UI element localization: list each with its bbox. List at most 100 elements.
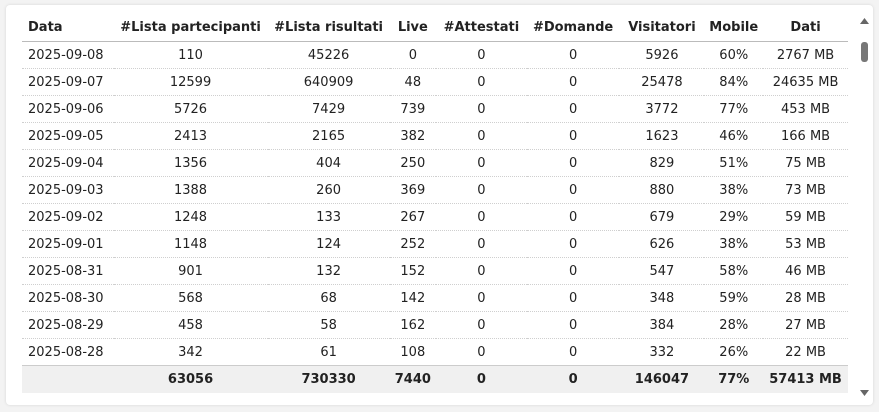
table-row[interactable]: 2025-08-28 342 61 108 0 0 332 26% 22 MB xyxy=(22,338,848,366)
table-row[interactable]: 2025-09-03 1388 260 369 0 0 880 38% 73 MB xyxy=(22,176,848,204)
cell-mobile: 26% xyxy=(704,338,764,366)
column-header-lista-risultati[interactable]: #Lista risultati xyxy=(267,13,390,42)
cell-attestati: 0 xyxy=(436,68,527,96)
cell-live: 108 xyxy=(389,338,437,366)
cell-attestati: 0 xyxy=(436,149,527,177)
table-row[interactable]: 2025-09-07 12599 640909 48 0 0 25478 84% 24635 M… xyxy=(22,68,848,96)
cell-live: 250 xyxy=(389,149,437,177)
cell-data: 2025-08-29 xyxy=(22,311,114,339)
table-row[interactable]: 2025-09-06 5726 7429 739 0 0 3772 77% 453 MB xyxy=(22,95,848,123)
cell-dati: 53 MB xyxy=(763,230,848,258)
cell-live: 142 xyxy=(389,284,437,312)
cell-dati: 24635 MB xyxy=(763,68,848,96)
cell-lista-partecipanti: 568 xyxy=(113,284,268,312)
cell-mobile: 84% xyxy=(704,68,764,96)
triangle-up-icon[interactable] xyxy=(860,17,869,25)
cell-lista-risultati: 7429 xyxy=(267,95,390,123)
header-row: Data #Lista partecipanti #Lista risultat… xyxy=(22,13,848,42)
cell-live: 0 xyxy=(389,41,437,69)
table-row[interactable]: 2025-09-01 1148 124 252 0 0 626 38% 53 MB xyxy=(22,230,848,258)
total-cell-domande: 0 xyxy=(526,365,620,393)
table-row[interactable]: 2025-08-31 901 132 152 0 0 547 58% 46 MB xyxy=(22,257,848,285)
cell-attestati: 0 xyxy=(436,203,527,231)
table-row[interactable]: 2025-09-05 2413 2165 382 0 0 1623 46% 166 MB xyxy=(22,122,848,150)
vertical-scrollbar[interactable] xyxy=(860,17,869,397)
cell-lista-partecipanti: 458 xyxy=(113,311,268,339)
cell-domande: 0 xyxy=(526,230,620,258)
cell-live: 739 xyxy=(389,95,437,123)
column-header-data[interactable]: Data xyxy=(22,13,114,42)
total-cell-live: 7440 xyxy=(389,365,437,393)
cell-visitatori: 348 xyxy=(619,284,705,312)
column-header-dati[interactable]: Dati xyxy=(763,13,848,42)
cell-live: 48 xyxy=(389,68,437,96)
total-cell-visitatori: 146047 xyxy=(619,365,705,393)
table-row[interactable]: 2025-08-30 568 68 142 0 0 348 59% 28 MB xyxy=(22,284,848,312)
column-header-lista-partecipanti[interactable]: #Lista partecipanti xyxy=(113,13,268,42)
column-header-live[interactable]: Live xyxy=(389,13,437,42)
stats-table: Data #Lista partecipanti #Lista risultat… xyxy=(22,13,848,393)
cell-visitatori: 25478 xyxy=(619,68,705,96)
cell-visitatori: 880 xyxy=(619,176,705,204)
cell-domande: 0 xyxy=(526,149,620,177)
cell-data: 2025-09-02 xyxy=(22,203,114,231)
column-header-domande[interactable]: #Domande xyxy=(526,13,620,42)
cell-data: 2025-08-28 xyxy=(22,338,114,366)
cell-lista-risultati: 404 xyxy=(267,149,390,177)
cell-dati: 22 MB xyxy=(763,338,848,366)
column-header-visitatori[interactable]: Visitatori xyxy=(619,13,705,42)
triangle-down-icon[interactable] xyxy=(860,389,869,397)
cell-dati: 27 MB xyxy=(763,311,848,339)
cell-mobile: 58% xyxy=(704,257,764,285)
cell-domande: 0 xyxy=(526,311,620,339)
cell-lista-risultati: 124 xyxy=(267,230,390,258)
table-row[interactable]: 2025-08-29 458 58 162 0 0 384 28% 27 MB xyxy=(22,311,848,339)
cell-dati: 453 MB xyxy=(763,95,848,123)
total-cell-dati: 57413 MB xyxy=(763,365,848,393)
cell-dati: 166 MB xyxy=(763,122,848,150)
cell-dati: 28 MB xyxy=(763,284,848,312)
cell-lista-risultati: 68 xyxy=(267,284,390,312)
cell-lista-partecipanti: 110 xyxy=(113,41,268,69)
cell-lista-risultati: 132 xyxy=(267,257,390,285)
column-header-mobile[interactable]: Mobile xyxy=(704,13,764,42)
cell-mobile: 38% xyxy=(704,230,764,258)
cell-domande: 0 xyxy=(526,203,620,231)
cell-lista-partecipanti: 5726 xyxy=(113,95,268,123)
cell-lista-risultati: 45226 xyxy=(267,41,390,69)
cell-live: 369 xyxy=(389,176,437,204)
cell-dati: 59 MB xyxy=(763,203,848,231)
cell-lista-partecipanti: 901 xyxy=(113,257,268,285)
cell-attestati: 0 xyxy=(436,176,527,204)
cell-attestati: 0 xyxy=(436,95,527,123)
scrollbar-thumb[interactable] xyxy=(861,42,868,62)
cell-mobile: 28% xyxy=(704,311,764,339)
total-cell-lista-risultati: 730330 xyxy=(267,365,390,393)
cell-domande: 0 xyxy=(526,284,620,312)
cell-mobile: 29% xyxy=(704,203,764,231)
cell-lista-risultati: 640909 xyxy=(267,68,390,96)
cell-mobile: 77% xyxy=(704,95,764,123)
cell-lista-risultati: 260 xyxy=(267,176,390,204)
table-row[interactable]: 2025-09-08 110 45226 0 0 0 5926 60% 2767 MB xyxy=(22,41,848,69)
table-row[interactable]: 2025-09-02 1248 133 267 0 0 679 29% 59 MB xyxy=(22,203,848,231)
cell-attestati: 0 xyxy=(436,284,527,312)
cell-attestati: 0 xyxy=(436,257,527,285)
cell-attestati: 0 xyxy=(436,41,527,69)
cell-dati: 2767 MB xyxy=(763,41,848,69)
column-header-attestati[interactable]: #Attestati xyxy=(436,13,527,42)
cell-visitatori: 547 xyxy=(619,257,705,285)
cell-lista-partecipanti: 1388 xyxy=(113,176,268,204)
cell-domande: 0 xyxy=(526,176,620,204)
cell-lista-risultati: 61 xyxy=(267,338,390,366)
cell-domande: 0 xyxy=(526,257,620,285)
cell-lista-risultati: 133 xyxy=(267,203,390,231)
cell-attestati: 0 xyxy=(436,122,527,150)
cell-lista-partecipanti: 1248 xyxy=(113,203,268,231)
cell-live: 382 xyxy=(389,122,437,150)
cell-mobile: 38% xyxy=(704,176,764,204)
table-row[interactable]: 2025-09-04 1356 404 250 0 0 829 51% 75 MB xyxy=(22,149,848,177)
cell-mobile: 51% xyxy=(704,149,764,177)
cell-domande: 0 xyxy=(526,41,620,69)
total-cell-attestati: 0 xyxy=(436,365,527,393)
